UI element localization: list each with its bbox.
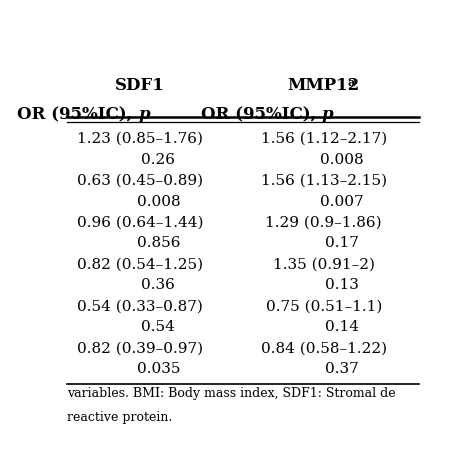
Text: 0.63 (0.45–0.89): 0.63 (0.45–0.89) xyxy=(77,173,203,188)
Text: 0.82 (0.54–1.25): 0.82 (0.54–1.25) xyxy=(77,257,203,272)
Text: a: a xyxy=(347,77,355,88)
Text: 0.13: 0.13 xyxy=(325,278,359,292)
Text: 0.96 (0.64–1.44): 0.96 (0.64–1.44) xyxy=(77,216,203,229)
Text: variables. BMI: Body mass index, SDF1: Stromal de: variables. BMI: Body mass index, SDF1: S… xyxy=(66,387,395,400)
Text: 0.035: 0.035 xyxy=(137,363,180,376)
Text: 0.856: 0.856 xyxy=(137,237,180,250)
Text: 0.54: 0.54 xyxy=(142,320,175,335)
Text: MMP12: MMP12 xyxy=(288,77,360,94)
Text: reactive protein.: reactive protein. xyxy=(66,411,172,424)
Text: 0.008: 0.008 xyxy=(320,153,364,166)
Text: OR (95%IC),: OR (95%IC), xyxy=(201,106,322,123)
Text: 1.23 (0.85–1.76): 1.23 (0.85–1.76) xyxy=(77,132,203,146)
Text: 0.82 (0.39–0.97): 0.82 (0.39–0.97) xyxy=(77,341,203,356)
Text: 0.84 (0.58–1.22): 0.84 (0.58–1.22) xyxy=(261,341,387,356)
Text: 0.54 (0.33–0.87): 0.54 (0.33–0.87) xyxy=(77,300,203,313)
Text: p: p xyxy=(322,106,334,123)
Text: 0.26: 0.26 xyxy=(141,153,175,166)
Text: 0.007: 0.007 xyxy=(320,194,364,209)
Text: 0.14: 0.14 xyxy=(325,320,359,335)
Text: 1.29 (0.9–1.86): 1.29 (0.9–1.86) xyxy=(265,216,382,229)
Text: 1.35 (0.91–2): 1.35 (0.91–2) xyxy=(273,257,375,272)
Text: OR (95%IC),: OR (95%IC), xyxy=(17,106,138,123)
Text: p: p xyxy=(138,106,150,123)
Text: 0.17: 0.17 xyxy=(325,237,359,250)
Text: 0.37: 0.37 xyxy=(325,363,359,376)
Text: 0.75 (0.51–1.1): 0.75 (0.51–1.1) xyxy=(265,300,382,313)
Text: 0.36: 0.36 xyxy=(142,278,175,292)
Text: 1.56 (1.13–2.15): 1.56 (1.13–2.15) xyxy=(261,173,387,188)
Text: 0.008: 0.008 xyxy=(137,194,180,209)
Text: SDF1: SDF1 xyxy=(115,77,165,94)
Text: 1.56 (1.12–2.17): 1.56 (1.12–2.17) xyxy=(261,132,387,146)
